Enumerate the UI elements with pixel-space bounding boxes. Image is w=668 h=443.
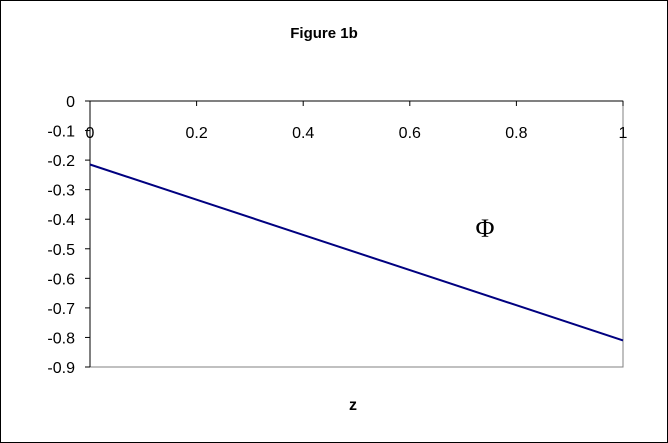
plot-area: 0 -0.1 -0.2 -0.3 -0.4 -0.5 -0.6 -0.7 -0.8 -0.9 0 0.… [47,94,627,377]
x-axis-label: z [349,397,357,414]
chart-title: Figure 1b [290,25,358,42]
x-tick-label: 0.8 [505,125,527,142]
y-tick-label: -0.2 [47,153,75,170]
y-tick-label: -0.1 [47,124,75,141]
x-tick-label: 0 [86,125,95,142]
y-tick-label: -0.7 [47,301,75,318]
plot-border [89,100,624,368]
y-tick-label: -0.5 [47,242,75,259]
y-tick-label: 0 [66,94,75,111]
y-tick-label: -0.8 [47,330,75,347]
y-tick-label: -0.9 [47,360,75,377]
series-line [89,163,624,342]
x-tick-label: 0.6 [399,125,421,142]
x-tick-label: 1 [619,125,628,142]
x-tick-label: 0.2 [185,125,207,142]
y-tick-label: -0.6 [47,271,75,288]
phi-annotation: Φ [475,214,494,243]
y-tick-label: -0.3 [47,183,75,200]
y-tick-label: -0.4 [47,212,75,229]
x-tick-label: 0.4 [292,125,314,142]
